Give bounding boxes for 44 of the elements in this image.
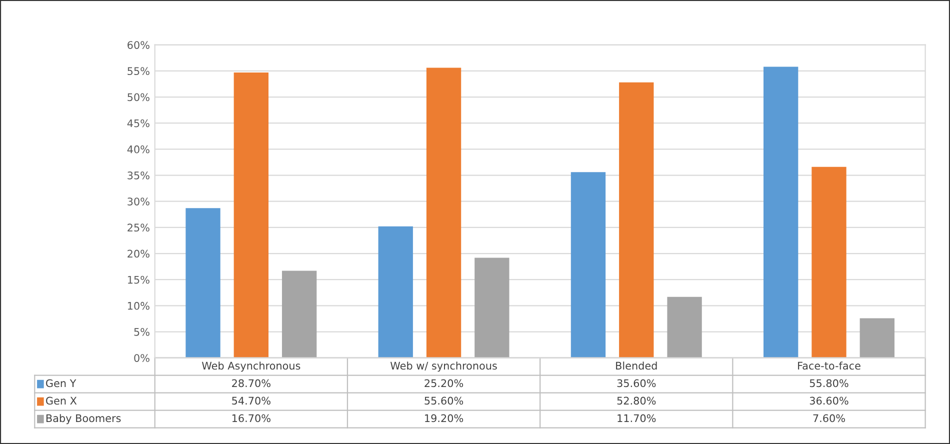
bar — [282, 270, 317, 358]
x-tick-label: Face-to-face — [798, 362, 860, 370]
y-tick-label: 5% — [134, 328, 150, 336]
data-label: 16.70% — [232, 414, 270, 422]
y-tick-label: 0% — [134, 354, 150, 362]
x-tick-label: Blended — [616, 362, 657, 370]
y-tick-label: 55% — [128, 67, 150, 76]
x-tick-label: Web Asynchronous — [202, 362, 300, 372]
bar — [764, 66, 798, 358]
data-label: 25.20% — [424, 379, 464, 388]
data-label: 35.60% — [617, 379, 656, 388]
y-tick-label: 10% — [128, 302, 150, 310]
data-label: 28.70% — [232, 379, 270, 388]
bar — [378, 226, 413, 358]
data-label: 55.80% — [810, 379, 848, 388]
bar — [426, 68, 462, 358]
y-tick-label: 25% — [128, 224, 150, 232]
y-tick-label: 40% — [127, 145, 150, 154]
data-label: 54.70% — [232, 396, 270, 405]
data-label: 7.60% — [813, 414, 845, 422]
y-tick-label: 15% — [128, 276, 150, 284]
bar — [860, 318, 894, 358]
bar — [474, 258, 510, 358]
x-tick-label: Web w/ synchronous — [390, 362, 497, 372]
bar — [570, 172, 606, 358]
data-label: 19.20% — [425, 414, 464, 422]
legend-label: Baby Boomers — [46, 414, 121, 424]
y-tick-label: 50% — [128, 93, 150, 102]
data-label: 11.70% — [618, 414, 656, 422]
y-tick-label: 45% — [127, 119, 150, 128]
bar — [619, 82, 654, 358]
bar — [186, 208, 220, 358]
data-label: 55.60% — [424, 396, 464, 405]
y-tick-label: 60% — [128, 41, 150, 49]
legend-label: Gen X — [46, 396, 77, 405]
data-label: 36.60% — [810, 396, 848, 405]
bar — [234, 72, 268, 358]
bar — [667, 296, 702, 358]
y-tick-label: 20% — [128, 250, 150, 258]
legend-label: Gen Y — [46, 379, 76, 388]
bar — [812, 166, 846, 358]
y-tick-label: 30% — [128, 198, 150, 206]
y-tick-label: 35% — [128, 171, 150, 180]
data-label: 52.80% — [617, 396, 656, 405]
